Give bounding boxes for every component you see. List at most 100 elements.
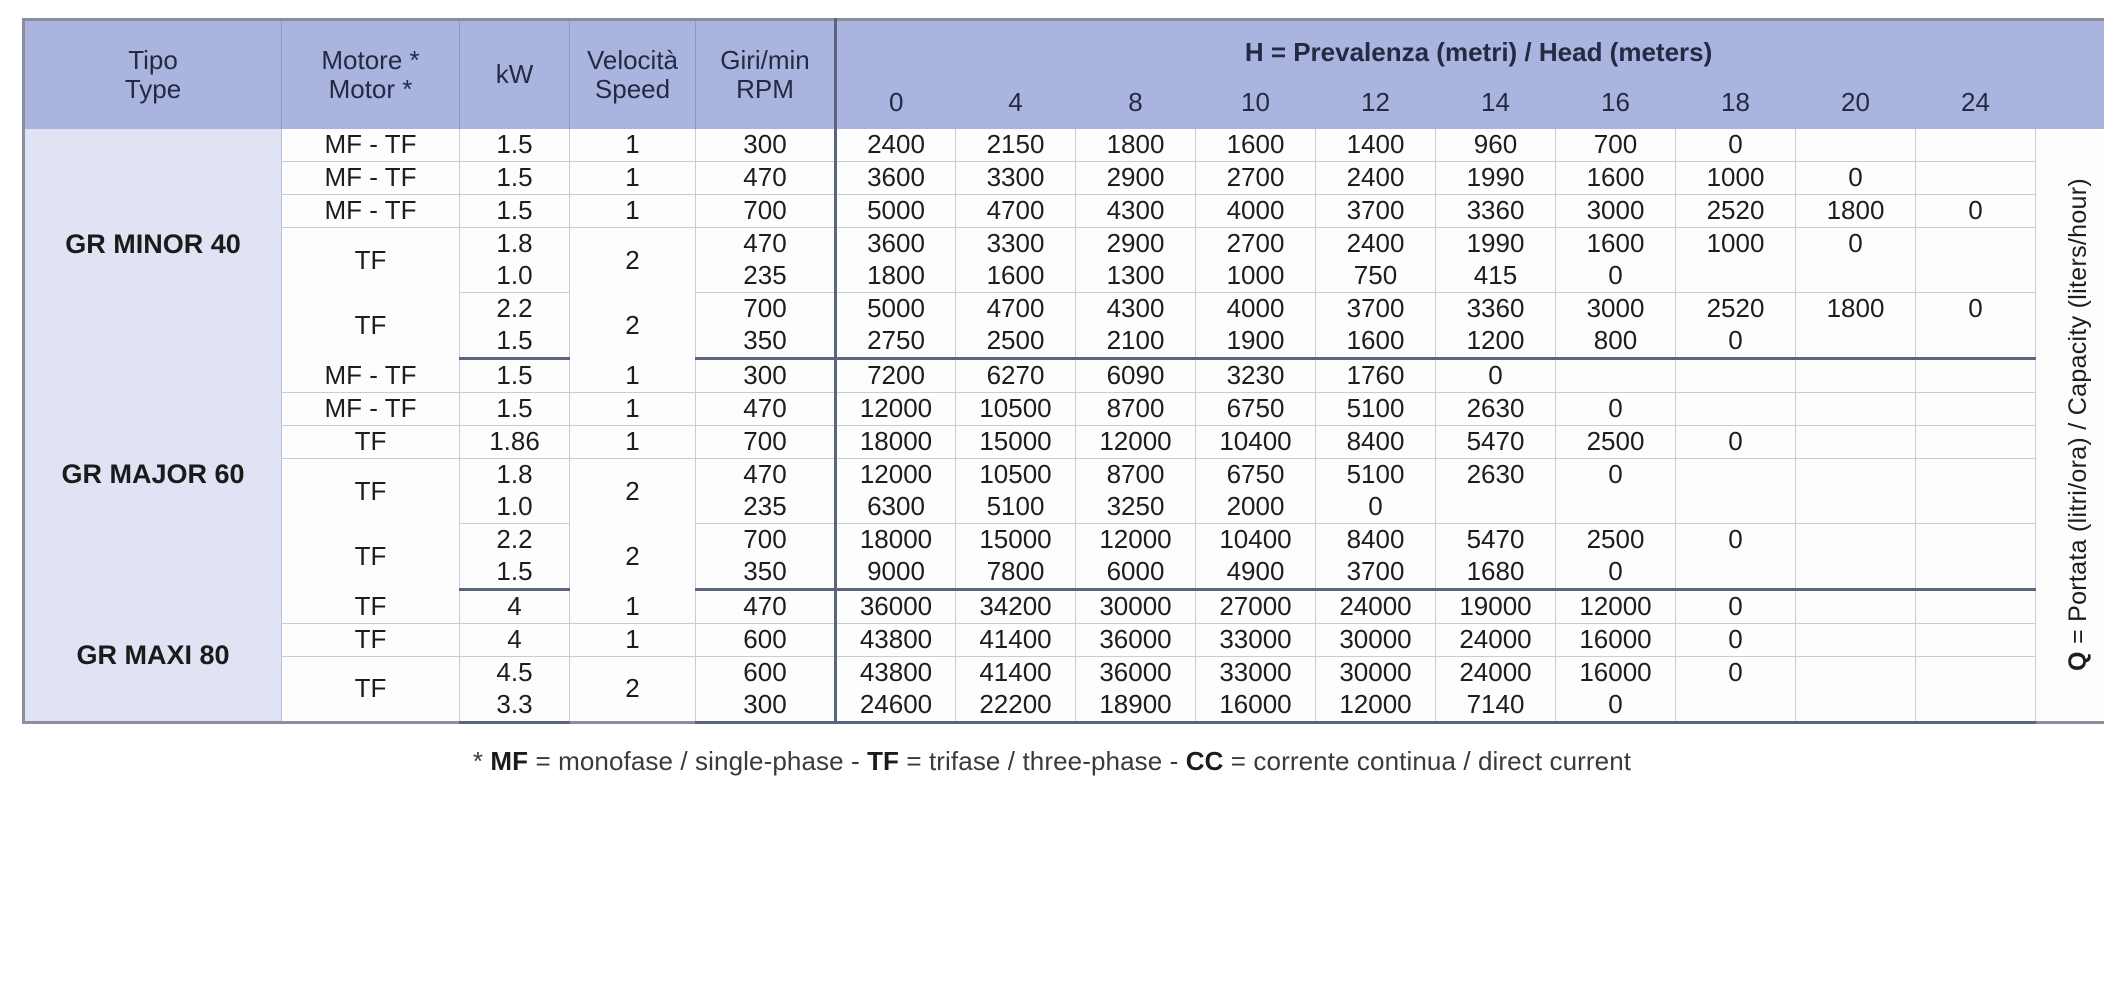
rpm-cell: 700	[695, 194, 836, 228]
capacity-cell: 2500	[1555, 425, 1676, 459]
capacity-cell: 0	[1795, 227, 1916, 260]
capacity-cell: 5100	[1315, 458, 1436, 491]
capacity-cell: 19000	[1435, 589, 1556, 624]
kw-cell: 1.5	[459, 325, 570, 360]
capacity-cell: 5000	[834, 194, 956, 228]
speed-cell: 1	[569, 589, 696, 624]
motor-cell: TF	[281, 523, 460, 590]
motor-cell: TF	[281, 656, 460, 723]
capacity-cell: 0	[1555, 458, 1676, 491]
kw-cell: 1.0	[459, 260, 570, 293]
capacity-cell: 15000	[955, 425, 1076, 459]
kw-cell: 1.5	[459, 392, 570, 426]
speed-cell: 1	[569, 358, 696, 393]
capacity-cell	[1675, 358, 1796, 393]
rpm-cell: 350	[695, 556, 836, 591]
capacity-cell: 5100	[1315, 392, 1436, 426]
capacity-cell: 2400	[834, 129, 956, 162]
header-head-ticks: 0 4 8 10 12 14 16 18 20 24	[24, 83, 2104, 129]
header-motor: Motore * Motor *	[281, 19, 460, 129]
capacity-cell: 6750	[1195, 392, 1316, 426]
capacity-cell: 0	[1555, 392, 1676, 426]
capacity-cell: 1200	[1435, 325, 1556, 360]
capacity-cell	[1795, 458, 1916, 491]
capacity-cell	[1915, 227, 2036, 260]
kw-cell: 1.5	[459, 194, 570, 228]
header-speed-it: Velocità	[586, 44, 679, 75]
capacity-cell: 3300	[955, 161, 1076, 195]
capacity-cell: 2700	[1195, 227, 1316, 260]
capacity-cell: 0	[1675, 656, 1796, 689]
capacity-cell: 10400	[1195, 523, 1316, 556]
capacity-cell: 2400	[1315, 227, 1436, 260]
capacity-cell	[1795, 556, 1916, 591]
capacity-cell	[1795, 689, 1916, 724]
motor-cell: MF - TF	[281, 129, 460, 162]
capacity-cell: 36000	[1075, 656, 1196, 689]
capacity-cell: 30000	[1315, 623, 1436, 657]
capacity-cell: 12000	[1075, 523, 1196, 556]
kw-cell: 1.5	[459, 129, 570, 162]
capacity-cell: 4900	[1195, 556, 1316, 591]
rpm-cell: 700	[695, 523, 836, 556]
capacity-cell: 0	[1675, 325, 1796, 360]
header-motor-it: Motore *	[321, 44, 420, 75]
capacity-cell	[1795, 425, 1916, 459]
capacity-cell	[1795, 260, 1916, 293]
footnote-cc-text: = corrente continua / direct current	[1223, 746, 1632, 776]
capacity-cell: 18900	[1075, 689, 1196, 724]
rpm-cell: 300	[695, 358, 836, 393]
capacity-cell: 43800	[834, 623, 956, 657]
table-body: GR MINOR 40 MF - TF 1.5 1 300 2400 2150 1800 160…	[23, 129, 2104, 724]
capacity-cell: 9000	[834, 556, 956, 591]
footnote-star: *	[472, 746, 491, 776]
capacity-cell: 2900	[1075, 161, 1196, 195]
capacity-cell: 36000	[1075, 623, 1196, 657]
capacity-cell: 700	[1555, 129, 1676, 162]
capacity-cell	[1675, 491, 1796, 524]
capacity-cell: 10400	[1195, 425, 1316, 459]
capacity-cell	[1435, 491, 1556, 524]
capacity-cell: 7800	[955, 556, 1076, 591]
capacity-cell: 10500	[955, 458, 1076, 491]
capacity-cell: 22200	[955, 689, 1076, 724]
header-head-tick: 18	[1675, 83, 1796, 129]
capacity-cell: 2150	[955, 129, 1076, 162]
capacity-cell: 1800	[834, 260, 956, 293]
kw-cell: 4	[459, 623, 570, 657]
capacity-cell: 33000	[1195, 656, 1316, 689]
capacity-cell: 1760	[1315, 358, 1436, 393]
rpm-cell: 470	[695, 458, 836, 491]
capacity-cell	[1795, 623, 1916, 657]
rpm-cell: 235	[695, 260, 836, 293]
header-type: Tipo Type	[23, 19, 282, 129]
capacity-cell: 1000	[1675, 227, 1796, 260]
speed-cell: 1	[569, 129, 696, 162]
capacity-cell: 8400	[1315, 523, 1436, 556]
speed-cell: 1	[569, 161, 696, 195]
table-row: TF 1.8 2 470 3600 3300 2900 2700 2400 1990 1600 100…	[24, 227, 2104, 293]
motor-cell: MF - TF	[281, 194, 460, 228]
speed-cell: 2	[569, 656, 696, 723]
capacity-cell: 12000	[1555, 589, 1676, 624]
capacity-cell: 1990	[1435, 161, 1556, 195]
rpm-cell: 300	[695, 689, 836, 724]
speed-cell: 2	[569, 227, 696, 293]
kw-cell: 2.2	[459, 292, 570, 325]
speed-cell: 2	[569, 523, 696, 590]
capacity-cell: 2500	[955, 325, 1076, 360]
table-row: 1.5 350 2750 2500 2100 1900 1600 1200 800 0	[24, 325, 2104, 360]
capacity-cell: 16000	[1555, 656, 1676, 689]
capacity-cell	[1795, 656, 1916, 689]
rpm-cell: 350	[695, 325, 836, 360]
capacity-cell: 3360	[1435, 292, 1556, 325]
capacity-cell: 4300	[1075, 194, 1196, 228]
motor-cell: MF - TF	[281, 161, 460, 195]
footnote-cc-abbr: CC	[1185, 746, 1224, 776]
capacity-cell: 0	[1675, 623, 1796, 657]
capacity-cell: 1900	[1195, 325, 1316, 360]
capacity-cell: 2400	[1315, 161, 1436, 195]
kw-cell: 1.0	[459, 491, 570, 524]
header-head-tick: 14	[1435, 83, 1556, 129]
